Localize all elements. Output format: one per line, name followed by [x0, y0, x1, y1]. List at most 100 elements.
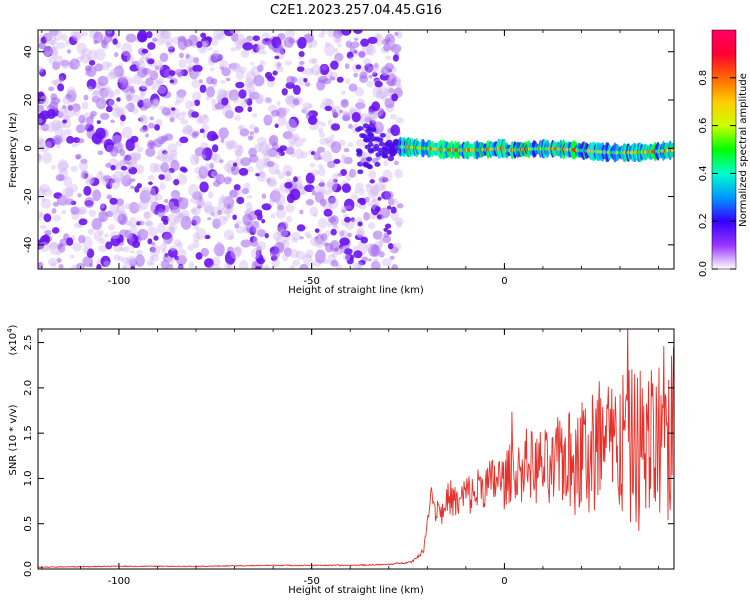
noise-blob	[143, 210, 152, 220]
noise-blob	[269, 196, 275, 202]
noise-blob	[88, 49, 98, 61]
noise-blob	[138, 85, 147, 92]
noise-blob	[281, 88, 288, 96]
noise-blob	[209, 162, 214, 169]
noise-blob	[200, 166, 209, 175]
noise-blob	[239, 66, 247, 74]
noise-blob	[330, 60, 339, 70]
noise-blob	[50, 39, 57, 45]
noise-blob	[341, 153, 346, 160]
noise-blob	[153, 97, 160, 105]
noise-blob	[58, 76, 64, 83]
noise-blob	[76, 262, 85, 269]
noise-blob	[112, 103, 119, 111]
noise-blob	[81, 31, 88, 37]
noise-blob	[160, 30, 170, 40]
noise-blob	[261, 218, 266, 224]
noise-blob	[187, 244, 195, 252]
noise-blob	[368, 74, 373, 79]
noise-blob	[326, 178, 338, 193]
noise-blob	[177, 35, 187, 42]
noise-blob	[324, 43, 335, 57]
noise-blob	[128, 258, 138, 267]
noise-blob	[274, 151, 282, 159]
noise-blob	[118, 256, 123, 262]
noise-blob	[84, 123, 94, 132]
noise-blob	[387, 243, 394, 250]
noise-blob	[85, 65, 97, 77]
noise-blob	[206, 86, 215, 98]
noise-blob	[368, 189, 379, 199]
noise-blob	[61, 104, 67, 110]
noise-blob	[301, 107, 308, 114]
noise-blob	[181, 167, 188, 173]
noise-blob	[322, 98, 333, 106]
noise-blob	[138, 199, 149, 211]
noise-blob	[297, 56, 302, 60]
noise-blob	[269, 199, 275, 207]
noise-blob	[339, 246, 346, 254]
noise-blob	[123, 246, 130, 253]
noise-blob	[372, 230, 383, 240]
noise-blob	[315, 71, 320, 75]
noise-blob	[333, 247, 339, 252]
noise-blob	[272, 70, 278, 76]
noise-blob	[93, 230, 103, 242]
noise-blob	[308, 103, 313, 108]
noise-blob	[65, 93, 72, 100]
noise-blob	[390, 206, 397, 214]
noise-blob	[209, 263, 221, 269]
noise-blob	[382, 235, 392, 244]
noise-blob	[236, 196, 245, 205]
noise-blob	[382, 153, 389, 159]
noise-blob	[105, 241, 113, 250]
noise-blob	[229, 140, 238, 148]
noise-blob	[93, 31, 104, 44]
noise-blob	[240, 157, 251, 167]
noise-blob	[223, 196, 235, 210]
noise-blob	[384, 62, 394, 71]
noise-blob	[211, 144, 219, 153]
noise-blob	[38, 210, 43, 221]
noise-blob	[255, 173, 260, 177]
colorbar-label: Normalized spectral amplitude	[738, 73, 749, 227]
noise-blob	[86, 78, 97, 90]
noise-blob	[69, 58, 80, 70]
noise-blob	[210, 78, 218, 85]
noise-blob	[51, 207, 57, 214]
noise-blob	[300, 151, 308, 159]
noise-blob	[190, 206, 201, 216]
noise-blob	[284, 60, 292, 66]
noise-blob	[40, 36, 48, 44]
noise-blob	[52, 135, 63, 145]
noise-blob	[155, 30, 166, 39]
noise-blob	[351, 112, 361, 123]
noise-blob	[178, 263, 184, 269]
noise-blob	[158, 59, 163, 65]
noise-blob	[284, 181, 293, 189]
noise-blob	[365, 184, 373, 193]
noise-blob	[389, 197, 399, 205]
noise-blob	[360, 67, 366, 72]
spectrogram-y-label: Frequency (Hz)	[8, 112, 19, 188]
noise-blob	[226, 211, 231, 218]
noise-blob	[376, 147, 383, 153]
noise-blob	[327, 160, 336, 169]
noise-blob	[110, 164, 116, 171]
noise-blob	[371, 260, 381, 269]
noise-blob	[90, 110, 98, 117]
noise-blob	[226, 139, 236, 150]
noise-blob	[38, 139, 46, 149]
noise-blob	[384, 141, 391, 147]
noise-blob	[369, 179, 375, 184]
noise-blob	[274, 55, 280, 60]
noise-blob	[147, 174, 155, 181]
noise-blob	[191, 111, 199, 118]
noise-blob	[139, 114, 149, 124]
noise-blob	[41, 197, 46, 202]
noise-blob	[77, 193, 82, 198]
noise-blob	[49, 30, 59, 37]
noise-blob	[322, 78, 332, 85]
noise-blob	[383, 43, 391, 52]
noise-blob	[141, 98, 152, 109]
